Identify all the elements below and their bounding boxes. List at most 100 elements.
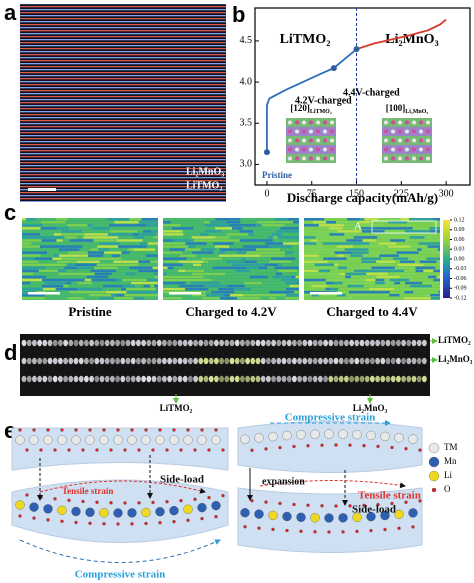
map-cell <box>22 263 42 266</box>
map-cell <box>389 294 400 297</box>
strain-map <box>163 218 299 300</box>
inset-atom <box>302 120 306 125</box>
map-cell <box>22 269 27 273</box>
map-cell <box>388 245 411 248</box>
atom-column <box>99 375 105 383</box>
map-cell <box>201 257 223 260</box>
map-cell <box>272 239 299 242</box>
map-cell <box>64 278 85 282</box>
inset-atom <box>302 156 306 161</box>
map-cell <box>304 257 324 260</box>
atom <box>186 518 190 522</box>
atom <box>137 448 141 452</box>
atom <box>380 510 390 521</box>
atom <box>183 504 193 514</box>
map-cell <box>436 260 440 263</box>
map-cell <box>274 218 288 221</box>
map-cell <box>29 224 43 227</box>
atom-column <box>344 339 349 347</box>
atom <box>271 527 275 532</box>
atom-column <box>63 375 68 383</box>
map-cell <box>79 248 91 251</box>
map-cell <box>76 236 84 239</box>
atom <box>299 529 303 533</box>
atom <box>214 428 218 432</box>
atom-column <box>396 357 401 365</box>
map-cell <box>126 287 147 291</box>
map-cell <box>364 218 379 221</box>
atom <box>310 513 320 523</box>
map-cell <box>195 245 215 248</box>
map-cell <box>416 287 436 291</box>
map-cell <box>61 257 83 260</box>
map-cell <box>324 245 337 248</box>
map-cell <box>38 248 60 251</box>
map-cell <box>22 224 30 227</box>
inset-atom <box>323 156 327 161</box>
atom-column <box>302 357 308 365</box>
inset-atom <box>316 129 320 134</box>
map-cell <box>415 269 424 273</box>
atom-column <box>115 339 120 347</box>
atom <box>169 506 179 516</box>
map-cell <box>368 251 380 254</box>
map-cell <box>36 218 57 221</box>
map-cell <box>390 239 406 242</box>
atom-column <box>333 375 339 383</box>
atom-column <box>84 357 89 365</box>
atom <box>268 510 278 521</box>
map-cell <box>132 233 139 236</box>
map-cell <box>219 221 227 224</box>
map-cell <box>333 281 343 285</box>
atom <box>144 428 148 432</box>
colorbar-tick-label: 0.06 <box>454 237 465 243</box>
map-cell <box>214 245 230 248</box>
atom-column <box>416 339 422 347</box>
map-cell <box>394 272 417 276</box>
map-cell <box>257 221 279 224</box>
atom-column <box>224 357 230 365</box>
map-cell <box>92 224 110 227</box>
map-cell <box>343 218 348 221</box>
map-cell <box>371 266 395 270</box>
atom <box>214 514 218 519</box>
atom-column <box>240 375 245 383</box>
atom <box>32 516 36 520</box>
map-cell <box>163 260 180 263</box>
map-cell <box>409 236 425 239</box>
map-cell <box>277 236 285 239</box>
atom-column <box>411 357 417 365</box>
map-cell <box>357 294 380 297</box>
atom <box>67 498 71 502</box>
atom <box>296 430 306 440</box>
map-cell <box>424 236 432 239</box>
atom-column <box>260 339 266 347</box>
atom <box>369 528 373 533</box>
inset-atom <box>288 120 292 125</box>
map-cell <box>133 227 157 230</box>
map-cell <box>22 254 41 257</box>
map-cell <box>325 281 334 285</box>
map-cell <box>264 239 273 242</box>
map-cell <box>433 233 440 236</box>
map-cell <box>338 263 360 266</box>
atom <box>240 508 250 518</box>
map-cell <box>163 227 173 230</box>
map-cell <box>116 278 123 282</box>
atom-column <box>136 339 141 347</box>
colorbar <box>443 220 450 298</box>
map-cell <box>212 251 219 254</box>
map-cell <box>329 227 343 230</box>
map-cell <box>358 245 378 248</box>
atom-column <box>167 339 173 347</box>
map-cell <box>251 254 261 257</box>
map-cell <box>139 257 152 260</box>
map-cell <box>103 287 122 291</box>
inset-atom <box>309 120 313 125</box>
map-cell <box>359 290 370 294</box>
inset-label-sub: Li₂MnO₃ <box>405 109 428 115</box>
atom <box>221 448 225 452</box>
atom <box>254 509 264 519</box>
map-cell <box>420 284 432 288</box>
atom <box>99 435 109 445</box>
